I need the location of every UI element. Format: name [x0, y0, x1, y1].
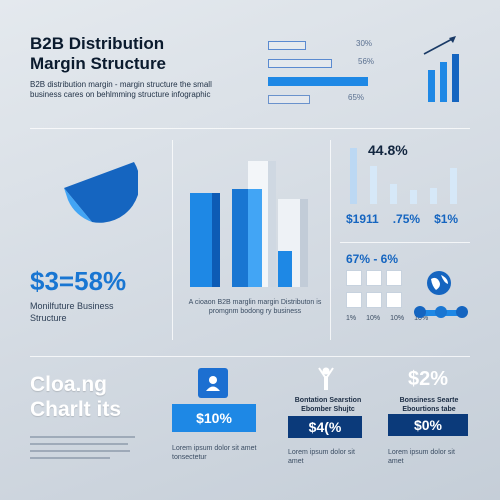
grid-cell: [366, 292, 382, 308]
divider-bottom: [30, 356, 470, 357]
mid-left-caption: Monilfuture Business Structure: [30, 301, 114, 323]
grid-cell-labels: 1% 10% 10% 10%: [346, 314, 428, 323]
page-subtitle: B2B distribution margin - margin structu…: [30, 80, 212, 99]
card-1-value: $10%: [172, 404, 256, 432]
bar-outline: [268, 41, 306, 50]
bar-fill: [268, 77, 368, 86]
title-line-1: B2B Distribution: [30, 34, 165, 53]
grid-cell: [366, 270, 382, 286]
bottom-heading-line-2: Charlt its: [30, 398, 122, 421]
card-3-title: Bonsiness Searte Ebourtions tabe: [399, 397, 459, 413]
card-3-caption: Lorem ipsum dolor sit amet: [388, 449, 455, 465]
trend-arrow-icon: [423, 36, 459, 102]
mid-right-bar-chart: [350, 148, 457, 204]
mid-right-label: $1%: [434, 212, 459, 226]
grid-cell-label: 10%: [390, 315, 405, 322]
page-title: B2B Distribution Margin Structure: [30, 34, 166, 74]
mid-left-stat: $3=58%: [30, 266, 127, 296]
person-icon: [198, 368, 228, 398]
bottom-heading: Cloa.ng Charlt its: [30, 372, 121, 422]
card-3-heading: $2%: [408, 368, 449, 390]
bar-outline: [268, 59, 332, 68]
grid-cell-label: 1%: [346, 315, 357, 322]
card-2-value: $4(%: [288, 416, 362, 438]
grid-boxes: 1% 10% 10% 10%: [346, 270, 428, 323]
divider-top: [30, 128, 470, 129]
grid-cell-label: 10%: [414, 315, 429, 322]
bar-label: 65%: [348, 93, 365, 102]
grid-row: [346, 270, 406, 308]
card-3-value: $0%: [388, 414, 468, 436]
text-line: [30, 443, 128, 445]
text-line: [30, 450, 130, 452]
mid-right-label: .75%: [392, 212, 421, 226]
grid-cell: [346, 292, 362, 308]
person-raise-icon: [318, 367, 334, 390]
grid-cell: [386, 270, 402, 286]
bottom-left-text-lines: [30, 436, 140, 464]
pie-chart-icon: [64, 162, 138, 223]
card-2-caption: Lorem ipsum dolor sit amet: [288, 449, 355, 465]
card-2-title: Bontation Searstion Ebomber Shujtc: [294, 397, 362, 413]
card-1-caption: Lorem ipsum dolor sit amet tonsectetur: [172, 445, 257, 461]
divider-right-mid: [340, 242, 470, 243]
center-chart-caption: A cioaon B2B marglin margin Distributon …: [188, 299, 322, 315]
text-line: [30, 457, 110, 459]
bar-label: 30%: [356, 39, 373, 48]
grid-cell: [346, 270, 362, 286]
grid-cell-label: 10%: [366, 315, 381, 322]
divider-vert-left: [172, 140, 173, 340]
grid-heading: 67% - 6%: [346, 252, 399, 266]
mid-right-heading: 44.8%: [368, 142, 408, 158]
bar-label: 56%: [358, 57, 375, 66]
title-line-2: Margin Structure: [30, 54, 167, 73]
team-icon: [414, 306, 468, 318]
globe-icon: [427, 271, 451, 295]
mid-right-labels: $1911 .75% $1%: [346, 212, 458, 226]
divider-vert-right: [330, 140, 331, 340]
bottom-heading-line-1: Cloa.ng: [30, 373, 107, 396]
mid-right-label: $1911: [346, 212, 379, 226]
center-bar-chart: [190, 161, 308, 287]
grid-cell: [386, 292, 402, 308]
text-line: [30, 436, 135, 438]
bar-outline: [268, 95, 310, 104]
